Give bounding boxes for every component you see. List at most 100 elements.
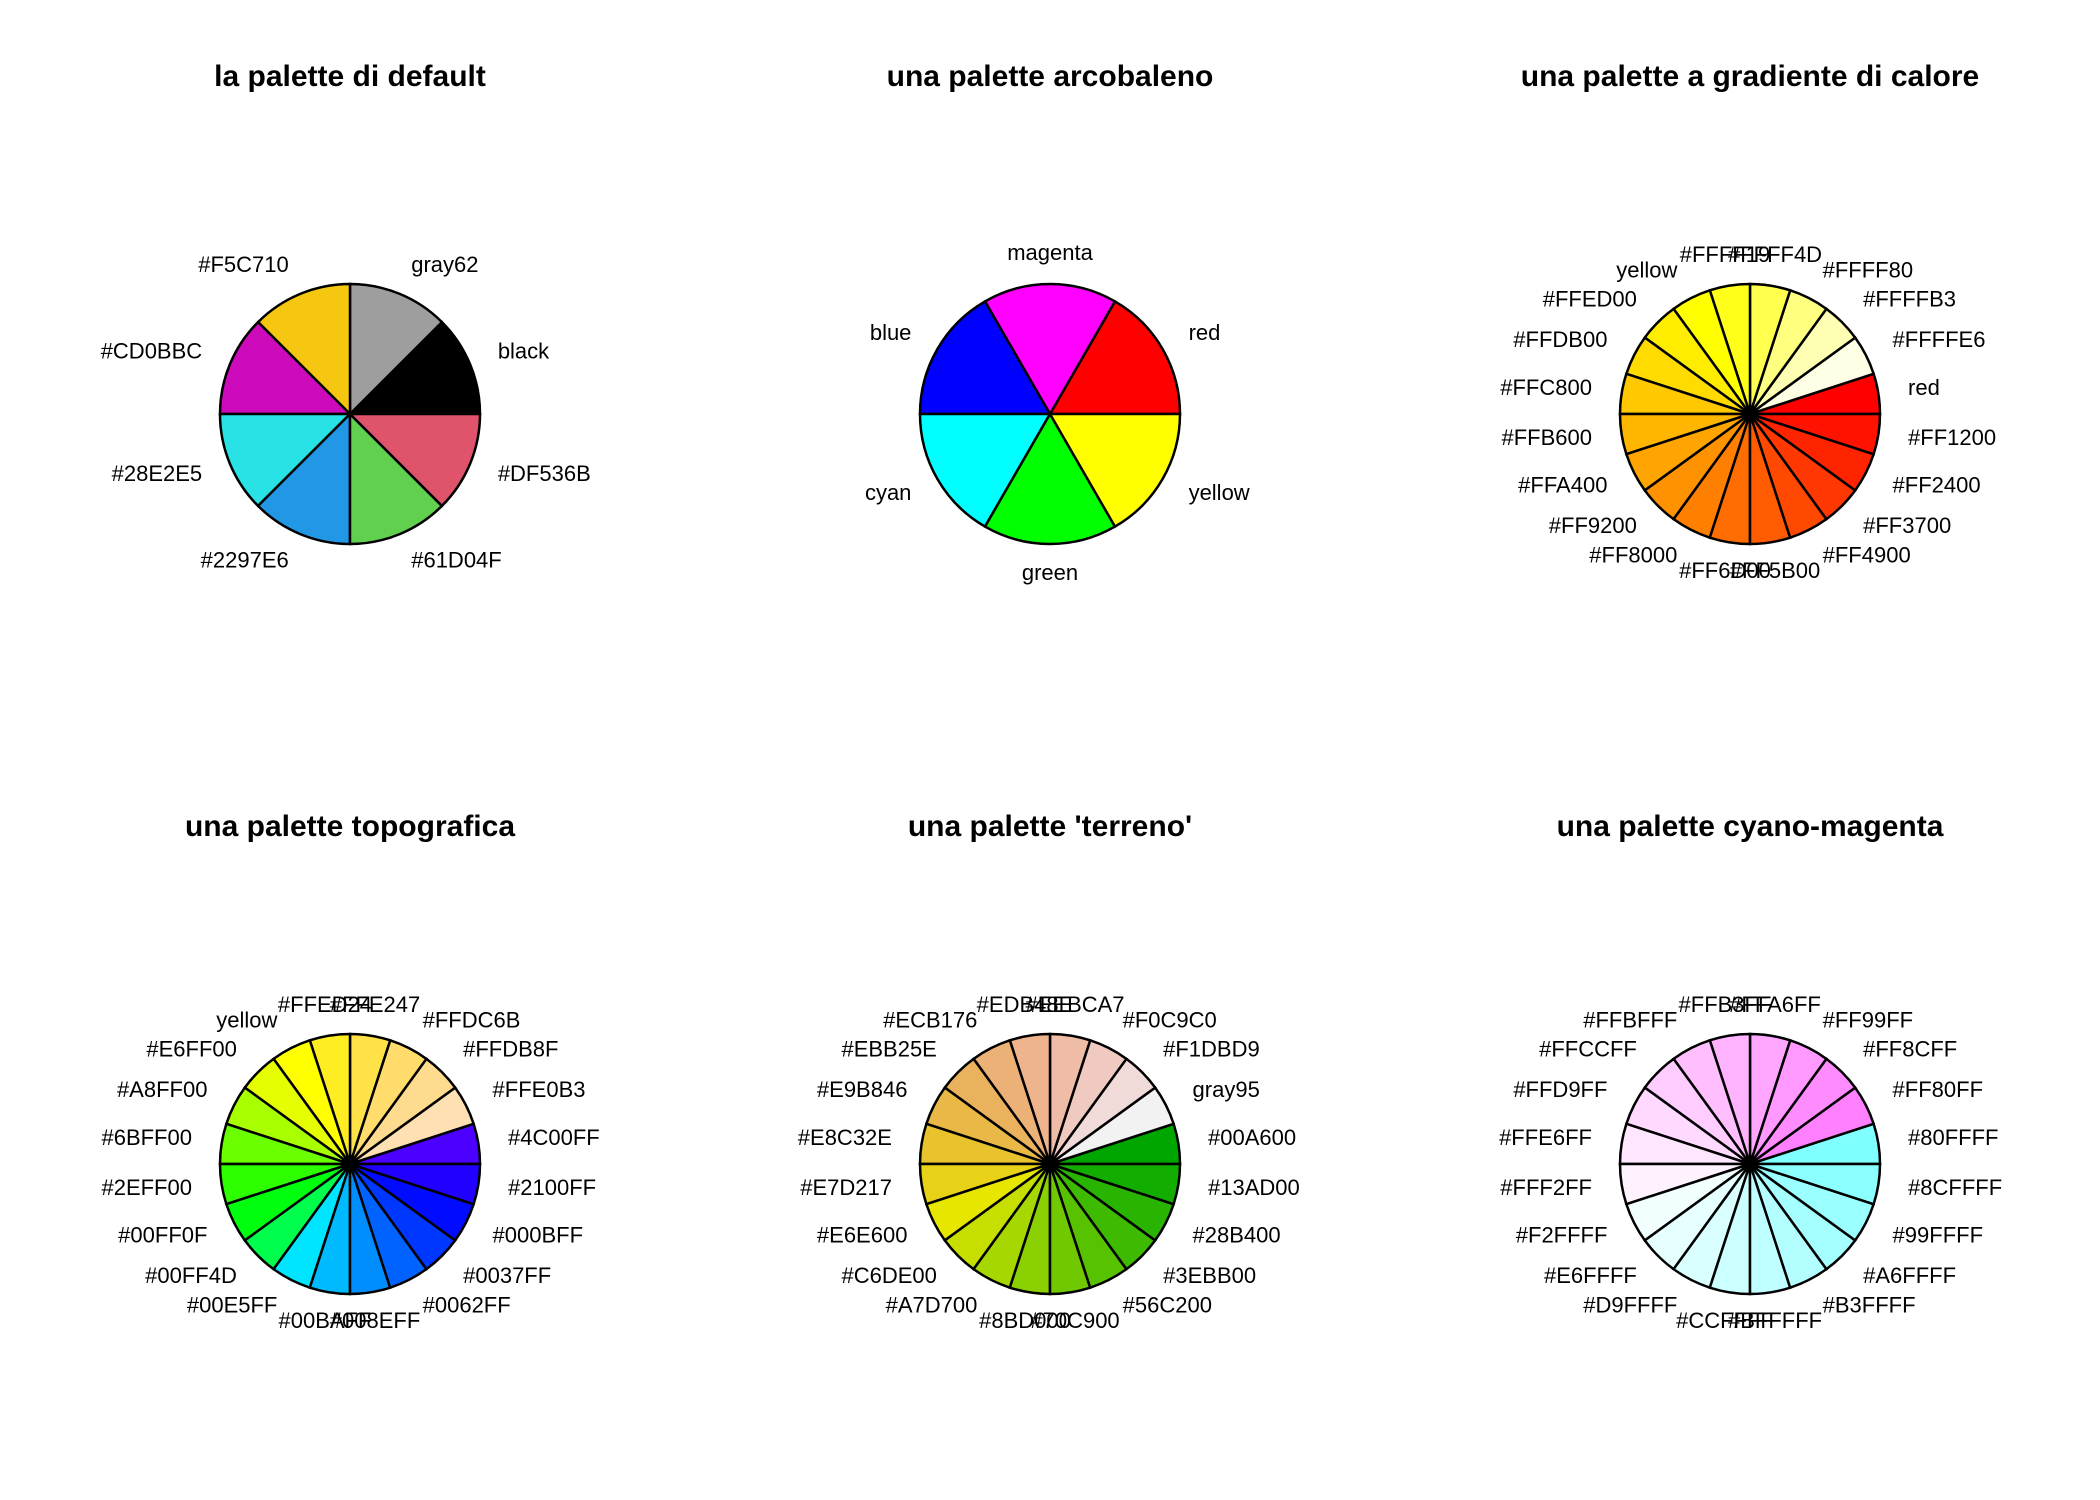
slice-label: #00E5FF	[187, 1292, 278, 1317]
slice-label: #FFED24	[278, 992, 372, 1017]
pie-chart: red#FFFFE6#FFFFB3#FFFF80#FFFF4D#FFFF19ye…	[1470, 134, 2030, 694]
slice-label: #F0C9C0	[1123, 1007, 1217, 1032]
page: la palette di defaultblackgray62#F5C710#…	[0, 0, 2100, 1500]
slice-label: #FFFFE6	[1893, 327, 1986, 352]
slice-label: #EBB25E	[841, 1037, 936, 1062]
slice-label: #FFED00	[1543, 287, 1637, 312]
slices-group	[1620, 284, 1880, 544]
slices-group	[220, 1034, 480, 1294]
slice-label: red	[1189, 320, 1221, 345]
slice-label: black	[498, 339, 550, 364]
slice-label: #DF536B	[498, 461, 591, 486]
slice-label: blue	[870, 320, 912, 345]
slices-group	[220, 284, 480, 544]
slice-label: #FF1200	[1908, 425, 1996, 450]
slices-group	[920, 284, 1180, 544]
slice-label: #FFC800	[1500, 375, 1592, 400]
slice-label: #99FFFF	[1893, 1222, 1983, 1247]
slice-label: #A7D700	[886, 1292, 978, 1317]
slice-label: #FFDC6B	[423, 1007, 521, 1032]
pie-wrap: red magenta blue cyan green yellow	[770, 134, 1330, 694]
slice-label: #4C00FF	[508, 1125, 600, 1150]
slice-label: #CD0BBC	[101, 339, 203, 364]
slice-label: #000BFF	[493, 1222, 584, 1247]
slice-label: #FFCCFF	[1539, 1037, 1637, 1062]
slice-label: #F1DBD9	[1163, 1037, 1260, 1062]
chart-title: una palette arcobaleno	[887, 60, 1214, 94]
slice-label: #FF8CFF	[1863, 1037, 1957, 1062]
slice-label: #FF99FF	[1823, 1007, 1913, 1032]
slice-label: #FFDB00	[1513, 327, 1607, 352]
slice-label: #FF80FF	[1893, 1077, 1983, 1102]
chart-cell: la palette di defaultblackgray62#F5C710#…	[0, 0, 700, 750]
slice-label: #FFB3FF	[1679, 992, 1772, 1017]
pie-wrap: red#FFFFE6#FFFFB3#FFFF80#FFFF4D#FFFF19ye…	[1470, 134, 2030, 694]
slice-label: #FFB600	[1501, 425, 1592, 450]
slice-label: #D9FFFF	[1583, 1292, 1677, 1317]
chart-grid: la palette di defaultblackgray62#F5C710#…	[0, 0, 2100, 1500]
slice-label: #E8C32E	[798, 1125, 892, 1150]
slice-label: cyan	[865, 480, 911, 505]
slice-label: green	[1022, 560, 1078, 585]
slice-label: #00FF4D	[145, 1263, 237, 1288]
chart-title: una palette cyano-magenta	[1557, 810, 1944, 844]
slice-label: #FF5B00	[1730, 558, 1821, 583]
slice-label: #A6FFFF	[1863, 1263, 1956, 1288]
slice-label: #008EFF	[330, 1308, 421, 1333]
pie-wrap: #4C00FF#FFE0B3#FFDB8F#FFDC6B#FFE247#FFED…	[70, 884, 630, 1444]
slice-label: #00A600	[1208, 1125, 1296, 1150]
chart-title: la palette di default	[214, 60, 486, 94]
slice-label: #6BFF00	[101, 1125, 192, 1150]
slice-label: #FF3700	[1863, 513, 1951, 538]
slice-label: #FFFF19	[1680, 242, 1770, 267]
slice-label: #FFBFFF	[1583, 1007, 1677, 1032]
pie-wrap: #00A600gray95#F1DBD9#F0C9C0#EEBCA7#EDB48…	[770, 884, 1330, 1444]
slice-label: magenta	[1007, 240, 1093, 265]
slice-label: #FFFFB3	[1863, 287, 1956, 312]
chart-cell: una palette arcobaleno red magenta blue cyan…	[700, 0, 1400, 750]
slice-label: #28B400	[1193, 1222, 1281, 1247]
slice-label: #FF2400	[1893, 472, 1981, 497]
slice-label: #2EFF00	[101, 1175, 192, 1200]
slice-label: gray95	[1193, 1077, 1260, 1102]
slice-label: gray62	[411, 252, 478, 277]
slice-label: #E9B846	[817, 1077, 908, 1102]
slice-label: #3EBB00	[1163, 1263, 1256, 1288]
pie-chart: blackgray62#F5C710#CD0BBC#28E2E5#2297E6#…	[70, 134, 630, 694]
pie-wrap: blackgray62#F5C710#CD0BBC#28E2E5#2297E6#…	[70, 134, 630, 694]
slice-label: #ECB176	[883, 1007, 977, 1032]
slice-label: #FF9200	[1549, 513, 1637, 538]
slice-label: #FF4900	[1823, 542, 1911, 567]
slice-label: #0037FF	[463, 1263, 551, 1288]
slice-label: #E6FFFF	[1544, 1263, 1637, 1288]
slice-label: #A8FF00	[117, 1077, 208, 1102]
slice-label: #BFFFFF	[1728, 1308, 1822, 1333]
slice-label: #70C900	[1030, 1308, 1119, 1333]
chart-title: una palette 'terreno'	[908, 810, 1192, 844]
chart-cell: una palette a gradiente di calorered#FFF…	[1400, 0, 2100, 750]
slice-label: #EDB48E	[977, 992, 1074, 1017]
slice-label: yellow	[1616, 257, 1677, 282]
chart-cell: una palette 'terreno' #00A600 gray95 #F1DBD…	[700, 750, 1400, 1500]
slice-label: #56C200	[1123, 1292, 1212, 1317]
slice-label: #E7D217	[800, 1175, 892, 1200]
chart-cell: una palette cyano-magenta #80FFFF #FF80FF #…	[1400, 750, 2100, 1500]
slices-group	[1620, 1034, 1880, 1294]
pie-chart: #00A600gray95#F1DBD9#F0C9C0#EEBCA7#EDB48…	[770, 884, 1330, 1444]
slice-label: #B3FFFF	[1823, 1292, 1916, 1317]
pie-chart: #80FFFF#FF80FF#FF8CFF#FF99FF#FFA6FF#FFB3…	[1470, 884, 2030, 1444]
slice-label: #80FFFF	[1908, 1125, 1998, 1150]
slice-label: #61D04F	[411, 548, 502, 573]
slice-label: #E6E600	[817, 1222, 908, 1247]
slice-label: #FF8000	[1589, 542, 1677, 567]
slice-label: #8CFFFF	[1908, 1175, 2002, 1200]
pie-chart: red magenta blue cyan green yellow	[770, 134, 1330, 694]
slice-label: yellow	[1189, 480, 1250, 505]
slice-label: #FFDB8F	[463, 1037, 558, 1062]
pie-wrap: #80FFFF#FF80FF#FF8CFF#FF99FF#FFA6FF#FFB3…	[1470, 884, 2030, 1444]
slice-label: #FFE6FF	[1499, 1125, 1592, 1150]
slice-label: #28E2E5	[112, 461, 203, 486]
slice-label: #13AD00	[1208, 1175, 1300, 1200]
slice-label: #FFF2FF	[1500, 1175, 1592, 1200]
chart-title: una palette a gradiente di calore	[1521, 60, 1979, 94]
